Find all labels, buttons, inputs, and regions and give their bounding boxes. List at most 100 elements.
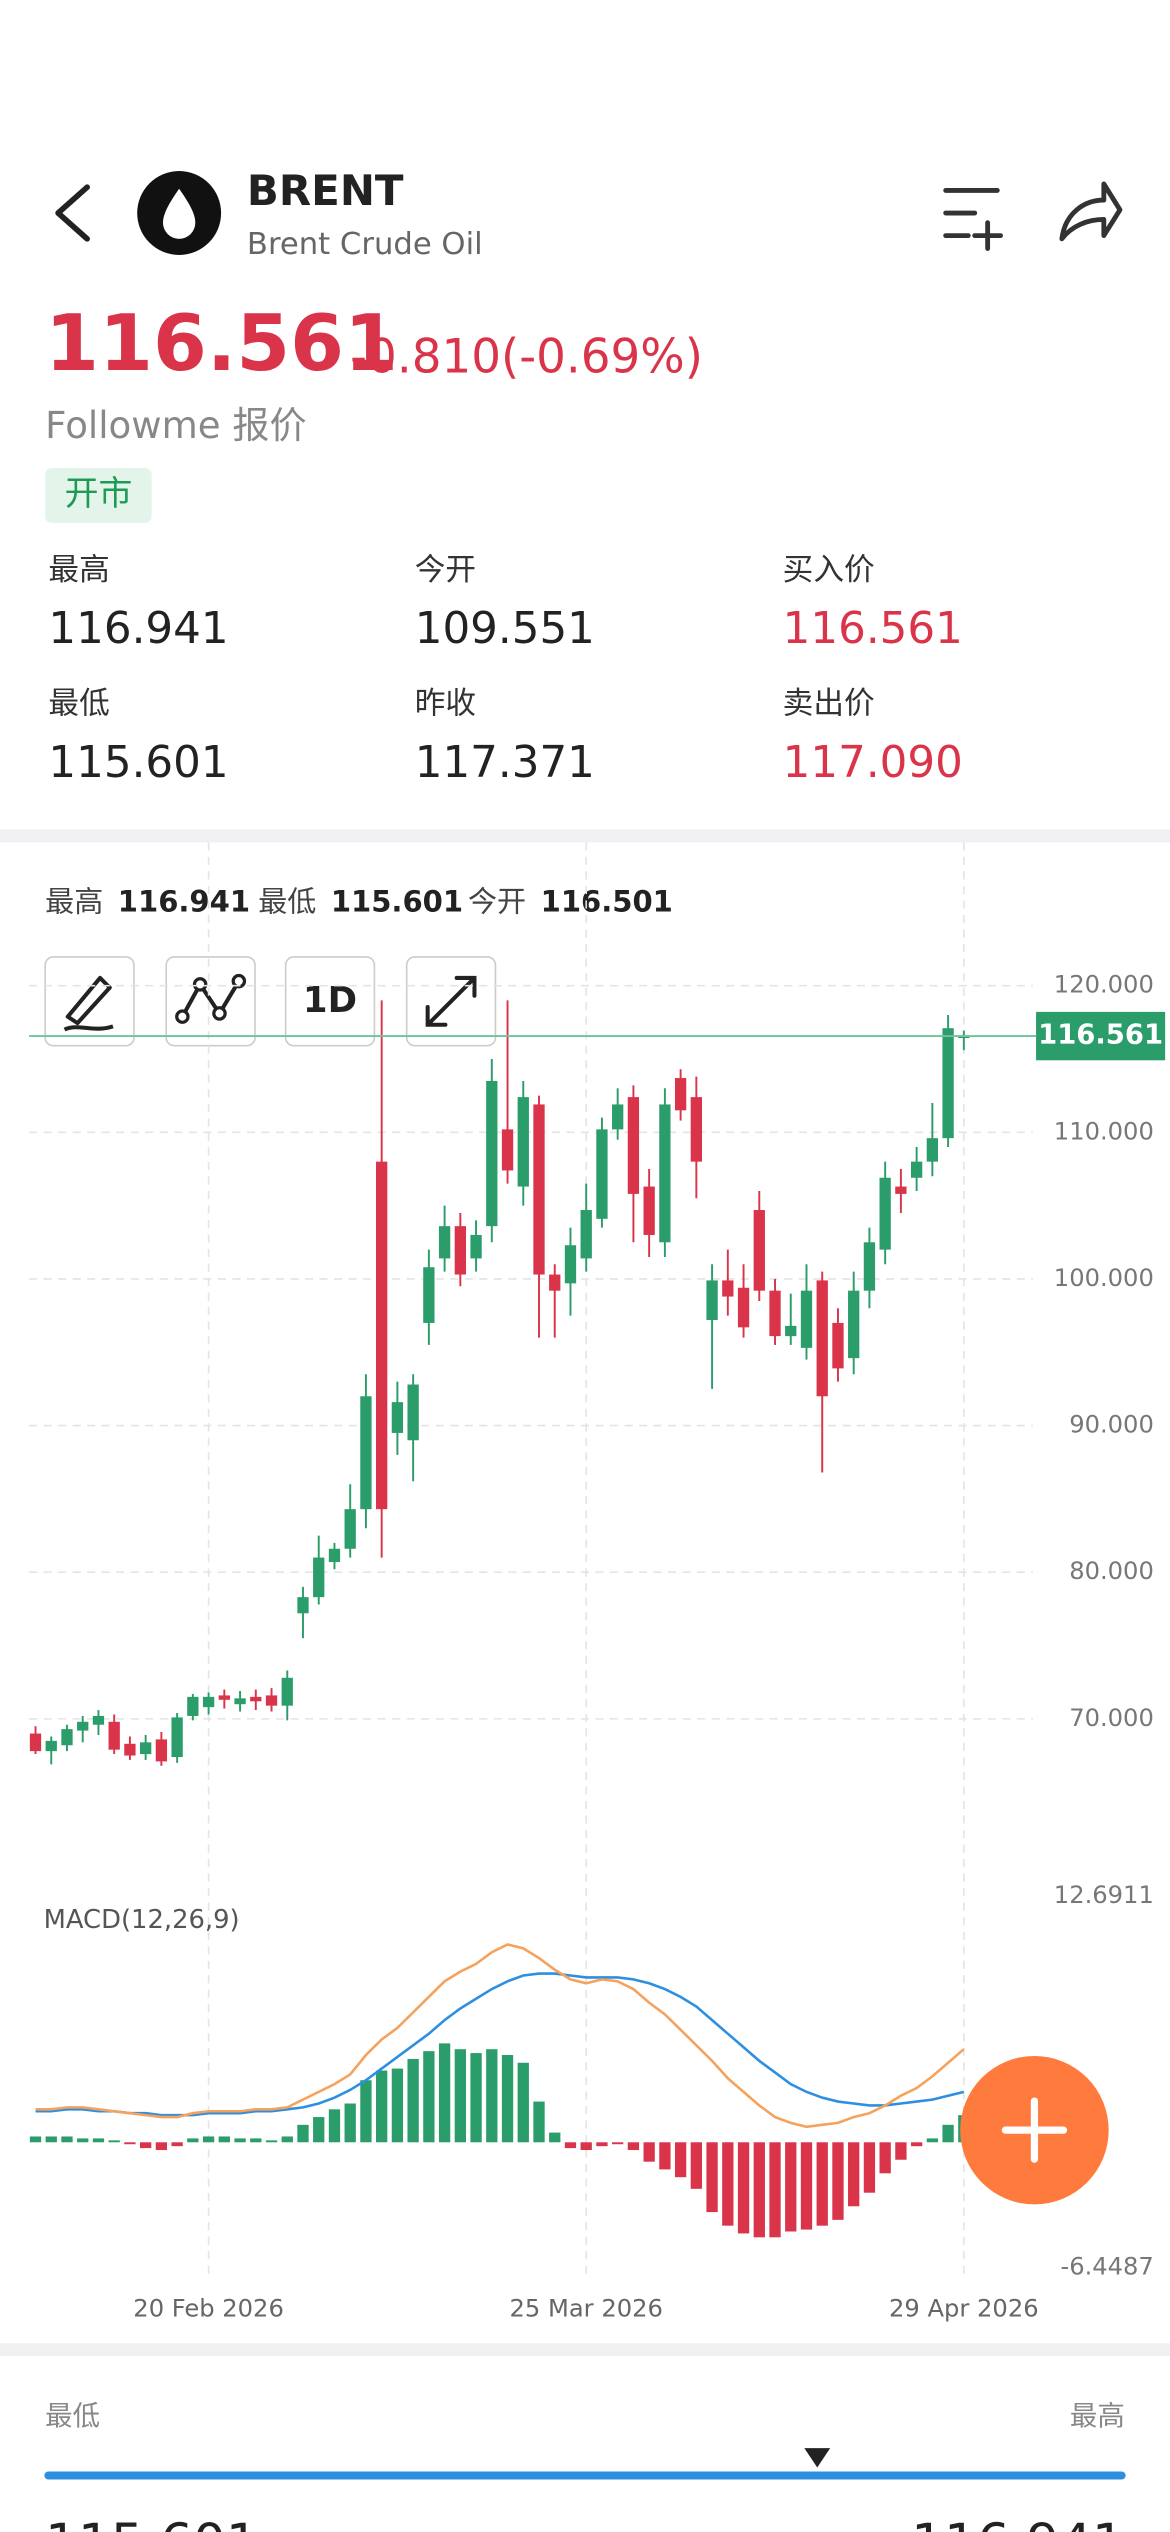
y-tick-label: 120.000 — [1054, 971, 1154, 999]
y-tick-label: 100.000 — [1054, 1264, 1154, 1292]
draw-tool[interactable] — [44, 956, 135, 1047]
candle-body — [863, 1242, 876, 1291]
macd-bar — [29, 2136, 42, 2143]
candle-body — [61, 1729, 73, 1746]
candle-body — [848, 1290, 860, 1359]
stat-label: 最高 — [48, 553, 109, 588]
macd-bar — [124, 2142, 136, 2145]
price-change: -0.810(-0.69%) — [350, 330, 703, 384]
y-tick-label: 90.000 — [1069, 1411, 1154, 1439]
candle-body — [218, 1695, 230, 1700]
x-tick-label: 29 Apr 2026 — [889, 2294, 1039, 2322]
summary-value: 116.941 — [118, 885, 250, 919]
stat-label: 最低 — [48, 687, 109, 722]
macd-bar — [769, 2142, 781, 2238]
macd-bar — [313, 2117, 325, 2143]
candle-body — [344, 1509, 356, 1549]
stat-value: 117.371 — [415, 738, 595, 788]
share-button[interactable] — [1059, 181, 1123, 242]
macd-bar — [659, 2142, 671, 2170]
macd-bar — [706, 2142, 718, 2213]
status-badge — [45, 467, 152, 523]
macd-bar — [438, 2043, 451, 2143]
macd-bar — [596, 2142, 608, 2147]
macd-bar — [737, 2142, 750, 2234]
macd-bar — [407, 2058, 419, 2143]
candle-body — [895, 1186, 907, 1194]
candle-body — [297, 1597, 309, 1614]
macd-bar — [722, 2142, 734, 2226]
candle-body — [124, 1743, 136, 1756]
candle-body — [926, 1138, 939, 1162]
quote-source: Followme 报价 — [45, 404, 306, 447]
candle-body — [376, 1161, 388, 1510]
divider — [0, 829, 1170, 843]
candle-body — [171, 1717, 183, 1757]
day-range — [804, 2448, 831, 2468]
interval[interactable]: 1D — [303, 980, 357, 1021]
candle-body — [423, 1267, 435, 1323]
macd-bar — [501, 2055, 514, 2143]
candle-body — [580, 1210, 592, 1259]
candle-body — [77, 1721, 89, 1731]
macd-bar — [155, 2142, 168, 2151]
candle-body — [438, 1226, 451, 1259]
macd-bar — [202, 2136, 215, 2143]
candle-body — [769, 1290, 781, 1337]
candle-body — [942, 1028, 954, 1139]
macd-bar — [643, 2142, 655, 2162]
candle-body — [832, 1322, 844, 1369]
candle-body — [706, 1280, 718, 1321]
candle-body — [250, 1696, 262, 1702]
candle-body — [533, 1104, 545, 1275]
candle-body — [187, 1696, 199, 1716]
macd-bar — [895, 2142, 907, 2160]
macd-bar — [108, 2140, 120, 2143]
interval-button[interactable] — [284, 956, 376, 1047]
macd-bar — [926, 2138, 939, 2143]
macd-bar — [612, 2142, 624, 2145]
chart-summary: 最高 116.941 最低 115.601 今开 116.501 — [45, 885, 673, 919]
macd-bar — [376, 2070, 388, 2143]
watchlist-button[interactable] — [943, 188, 1003, 251]
indicator-tool[interactable] — [165, 956, 256, 1047]
stats-grid: 最高 116.941 今开 109.551 买入价 116.561 最低 115.601 昨收 1… — [48, 553, 962, 788]
market-status: 开市 — [65, 474, 133, 513]
range-high-label: 最高 — [1070, 2401, 1125, 2432]
candle-body — [753, 1210, 765, 1291]
y-tick-label: -6.4487 — [1060, 2252, 1153, 2280]
candle-body — [202, 1696, 215, 1708]
plus-icon — [1001, 2097, 1068, 2163]
macd-bar — [470, 2053, 482, 2143]
candle-body — [265, 1695, 278, 1706]
candle-body — [92, 1715, 105, 1725]
candle-body — [407, 1384, 419, 1441]
stat-label: 买入价 — [783, 553, 875, 588]
summary-value: 115.601 — [331, 885, 463, 919]
macd-line — [35, 1943, 965, 2129]
stat-value: 117.090 — [783, 738, 963, 788]
symbol: BRENT — [247, 166, 404, 215]
macd-bar — [753, 2142, 765, 2238]
back-button[interactable] — [55, 184, 90, 242]
candle-body — [470, 1234, 482, 1259]
candle-body — [45, 1740, 57, 1752]
macd-bar — [423, 2051, 435, 2143]
macd-bar — [45, 2136, 57, 2143]
candle-body — [722, 1280, 734, 1297]
macd-bar — [265, 2140, 278, 2143]
last-price: 116.561 — [45, 299, 398, 389]
candle-body — [155, 1739, 168, 1762]
macd-bar — [517, 2062, 529, 2143]
macd-bar — [328, 2109, 341, 2143]
symbol-name: Brent Crude Oil — [247, 227, 483, 262]
price-tag — [1036, 1011, 1166, 1061]
y-tick-label: 80.000 — [1069, 1557, 1154, 1585]
macd-bar — [297, 2124, 309, 2143]
macd-chart: MACD(12,26,9) 12.6911 -6.4487 — [29, 1881, 1154, 2280]
candle-body — [879, 1177, 891, 1250]
macd-bar — [863, 2142, 876, 2193]
fullscreen-tool[interactable] — [405, 956, 497, 1047]
x-tick-label: 20 Feb 2026 — [133, 2294, 284, 2322]
macd-bar — [281, 2136, 293, 2143]
